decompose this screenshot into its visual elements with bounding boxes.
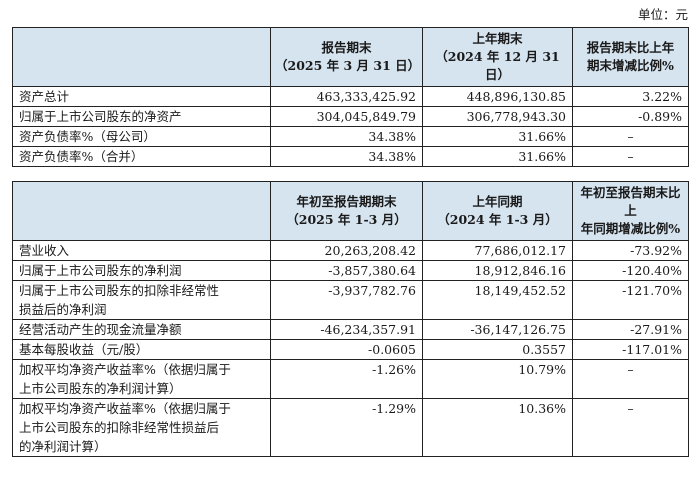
cell-value: 3.22%	[572, 86, 689, 107]
table-row: 资产负债率%（合并） 34.38% 31.66% –	[12, 146, 689, 167]
table-header-row: 报告期末 （2025 年 3 月 31 日） 上年期末 （2024 年 12 月…	[12, 27, 689, 87]
cell-value: 77,686,012.17	[422, 240, 573, 261]
row-label: 归属于上市公司股东的扣除非经常性 损益后的净利润	[12, 280, 271, 320]
cell-value: -3,857,380.64	[270, 260, 423, 281]
cell-value: -1.29%	[270, 398, 423, 457]
cell-value: 304,045,849.79	[270, 106, 423, 127]
cell-value: –	[572, 126, 689, 147]
cell-value: -3,937,782.76	[270, 280, 423, 320]
header-prior-year-end: 上年期末 （2024 年 12 月 31 日）	[422, 27, 573, 87]
table-row: 归属于上市公司股东的净资产 304,045,849.79 306,778,943…	[12, 106, 689, 127]
cell-value: -120.40%	[572, 260, 689, 281]
row-label: 基本每股收益（元/股）	[12, 339, 271, 360]
row-label: 归属于上市公司股东的净利润	[12, 260, 271, 281]
table-row: 营业收入 20,263,208.42 77,686,012.17 -73.92%	[12, 240, 689, 261]
cell-value: 448,896,130.85	[422, 86, 573, 107]
cell-value: -0.89%	[572, 106, 689, 127]
cell-value: 20,263,208.42	[270, 240, 423, 261]
cell-value: 31.66%	[422, 146, 573, 167]
cell-value: 34.38%	[270, 146, 423, 167]
table-row: 加权平均净资产收益率%（依据归属于 上市公司股东的净利润计算） -1.26% 1…	[12, 359, 689, 399]
cell-value: 34.38%	[270, 126, 423, 147]
balance-table: 报告期末 （2025 年 3 月 31 日） 上年期末 （2024 年 12 月…	[12, 27, 689, 167]
row-label: 加权平均净资产收益率%（依据归属于 上市公司股东的净利润计算）	[12, 359, 271, 399]
cell-value: –	[572, 359, 689, 399]
table-row: 归属于上市公司股东的净利润 -3,857,380.64 18,912,846.1…	[12, 260, 689, 281]
cell-value: 18,149,452.52	[422, 280, 573, 320]
unit-label: 单位：元	[637, 7, 688, 22]
cell-value: -117.01%	[572, 339, 689, 360]
cell-value: -121.70%	[572, 280, 689, 320]
cell-value: 10.36%	[422, 398, 573, 457]
row-label: 资产负债率%（合并）	[12, 146, 271, 167]
table-row: 加权平均净资产收益率%（依据归属于 上市公司股东的扣除非经常性损益后 的净利润计…	[12, 398, 689, 457]
cell-value: –	[572, 398, 689, 457]
header-change-pct: 年初至报告期末比上 年同期增减比例%	[572, 181, 689, 241]
cell-value: -36,147,126.75	[422, 319, 573, 340]
cell-value: -1.26%	[270, 359, 423, 399]
header-change-pct: 报告期末比上年 期末增减比例%	[572, 27, 689, 87]
cell-value: 10.79%	[422, 359, 573, 399]
table-row: 资产总计 463,333,425.92 448,896,130.85 3.22%	[12, 86, 689, 107]
cell-value: -46,234,357.91	[270, 319, 423, 340]
income-table: 年初至报告期期末 （2025 年 1-3 月） 上年同期 （2024 年 1-3…	[12, 181, 689, 457]
cell-value: 18,912,846.16	[422, 260, 573, 281]
cell-value: –	[572, 146, 689, 167]
cell-value: -73.92%	[572, 240, 689, 261]
table-header-row: 年初至报告期期末 （2025 年 1-3 月） 上年同期 （2024 年 1-3…	[12, 181, 689, 241]
header-prior-period: 上年同期 （2024 年 1-3 月）	[422, 181, 573, 241]
cell-value: -27.91%	[572, 319, 689, 340]
header-period-end: 报告期末 （2025 年 3 月 31 日）	[270, 27, 423, 87]
cell-value: -0.0605	[270, 339, 423, 360]
header-blank	[12, 181, 271, 241]
table-row: 归属于上市公司股东的扣除非经常性 损益后的净利润 -3,937,782.76 1…	[12, 280, 689, 320]
row-label: 经营活动产生的现金流量净额	[12, 319, 271, 340]
cell-value: 306,778,943.30	[422, 106, 573, 127]
row-label: 资产总计	[12, 86, 271, 107]
table-row: 经营活动产生的现金流量净额 -46,234,357.91 -36,147,126…	[12, 319, 689, 340]
header-ytd: 年初至报告期期末 （2025 年 1-3 月）	[270, 181, 423, 241]
row-label: 营业收入	[12, 240, 271, 261]
cell-value: 0.3557	[422, 339, 573, 360]
row-label: 归属于上市公司股东的净资产	[12, 106, 271, 127]
row-label: 加权平均净资产收益率%（依据归属于 上市公司股东的扣除非经常性损益后 的净利润计…	[12, 398, 271, 457]
table-row: 基本每股收益（元/股） -0.0605 0.3557 -117.01%	[12, 339, 689, 360]
row-label: 资产负债率%（母公司）	[12, 126, 271, 147]
cell-value: 31.66%	[422, 126, 573, 147]
cell-value: 463,333,425.92	[270, 86, 423, 107]
header-blank	[12, 27, 271, 87]
table-row: 资产负债率%（母公司） 34.38% 31.66% –	[12, 126, 689, 147]
